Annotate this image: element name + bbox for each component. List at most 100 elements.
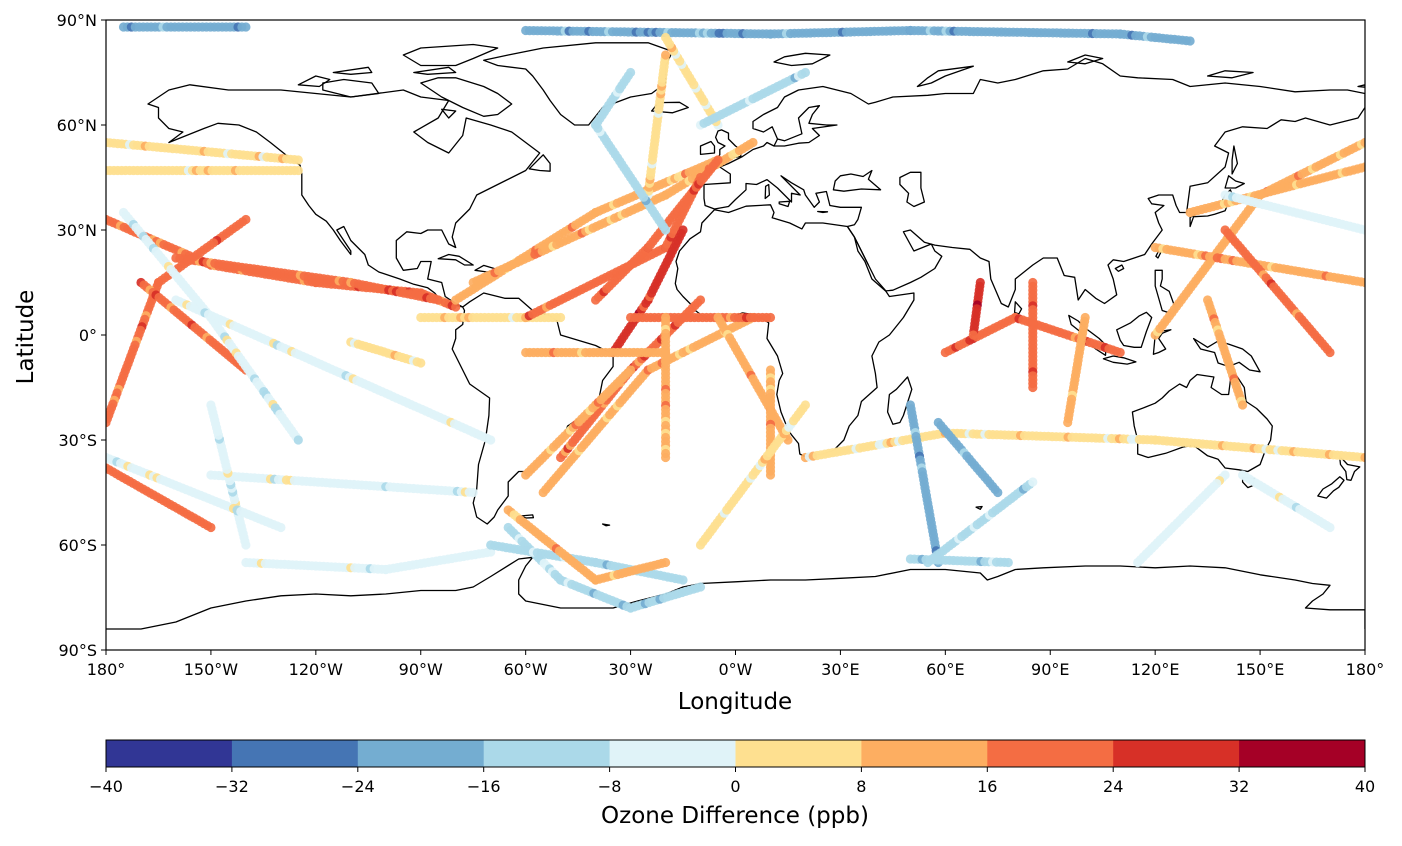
ship-track [1238, 470, 1335, 533]
ship-track [905, 554, 1013, 568]
ship-track [968, 277, 985, 340]
map-background [106, 20, 1365, 650]
coastline-nz-south [1317, 476, 1345, 499]
colorbar-segment [861, 740, 988, 767]
track-point [748, 137, 758, 148]
x-tick-label: 150°E [1236, 660, 1285, 679]
colorbar-segment [106, 740, 233, 767]
ship-track [1203, 295, 1248, 410]
track-point [1238, 400, 1248, 410]
y-tick-label: 30°N [57, 221, 97, 240]
track-point [626, 67, 636, 78]
coastline-kerguelen [975, 505, 983, 510]
y-tick-label: 60°N [57, 116, 97, 135]
coastline-banks-island [297, 75, 331, 88]
coastline-hudson-bay-islands [441, 108, 457, 119]
colorbar-tick-label: −24 [341, 777, 375, 796]
track-point [713, 155, 723, 165]
ship-track [206, 470, 478, 498]
track-point [661, 557, 671, 568]
coastline-south-georgia [601, 523, 611, 527]
coastline-nz-north [1338, 455, 1361, 481]
x-tick-label: 120°W [289, 660, 344, 679]
coastline-hokkaido [1224, 175, 1245, 189]
track-point [206, 522, 216, 533]
y-tick-label: 30°S [58, 431, 97, 450]
colorbar-ticks: −40 −32 −24 −16 −8 0 8 16 24 32 40 [89, 767, 1375, 796]
ship-track [1220, 225, 1335, 358]
colorbar-segment [1113, 740, 1240, 767]
track-point [695, 295, 706, 305]
coastline-crete [817, 210, 829, 214]
x-tick-label: 120°E [1131, 660, 1180, 679]
track-point [1028, 477, 1038, 487]
coastline-java [1102, 355, 1137, 365]
track-point [1360, 452, 1365, 463]
ship-track [416, 312, 566, 323]
track-point [293, 165, 303, 176]
track-point [800, 400, 811, 410]
ship-track [241, 547, 496, 575]
colorbar-tick-label: 32 [1229, 777, 1249, 796]
coastline-hainan [1114, 264, 1125, 272]
track-point [1133, 557, 1143, 568]
coastline-wrangel [1357, 84, 1365, 88]
track-point [800, 67, 811, 78]
ship-track [468, 137, 758, 288]
coastline-ellesmere [402, 43, 499, 67]
coastline-svalbard [773, 52, 831, 67]
track-point [1360, 225, 1365, 235]
coastline-sicily [778, 200, 791, 208]
x-tick-label: 60°W [504, 660, 548, 679]
ship-track [800, 428, 1365, 463]
ship-track [106, 463, 216, 533]
track-point [661, 50, 671, 60]
ship-track [171, 295, 496, 445]
x-tick-label: 90°W [399, 660, 443, 679]
track-point [661, 32, 671, 43]
coastline-borneo [1116, 311, 1153, 348]
colorbar-tick-label: 16 [977, 777, 997, 796]
x-tick-label: 0°W [719, 660, 753, 679]
colorbar-segment [357, 740, 485, 767]
colorbar-tick-label: −16 [467, 777, 501, 796]
track-point [1325, 347, 1335, 358]
coastline-novaya-zemlya [916, 65, 974, 88]
track-point [416, 358, 426, 368]
coastline-cuba [437, 253, 474, 266]
colorbar-tick-label: −32 [215, 777, 249, 796]
y-tick-label: 60°S [58, 536, 97, 555]
track-point [1003, 557, 1013, 568]
coastline-eurasia [703, 57, 1365, 308]
y-axis-label: Latitude [13, 290, 39, 385]
ship-track [106, 452, 286, 533]
x-tick-label: 180° [87, 660, 126, 679]
x-tick-label: 30°W [608, 660, 652, 679]
ship-track [521, 347, 671, 358]
track-point [1360, 137, 1365, 148]
coastline-ireland [699, 140, 716, 156]
track-point [293, 435, 303, 445]
ship-track [503, 505, 671, 585]
coastline-caspian [899, 171, 926, 208]
y-tick-label: 90°S [58, 641, 97, 660]
coastline-new-siberian [1206, 70, 1254, 79]
ship-track [933, 417, 1003, 498]
track-point [678, 225, 688, 235]
colorbar-tick-label: −8 [598, 777, 622, 796]
track-point [1360, 162, 1365, 172]
coastline-sweden-baltic [774, 105, 838, 147]
coastline-devon-island [413, 66, 457, 75]
colorbar-tick-label: −40 [89, 777, 123, 796]
track-point [661, 452, 671, 463]
coastline-australia [1131, 371, 1273, 473]
ship-track [626, 312, 776, 323]
coastline-antarctica [106, 556, 1365, 630]
ship-track [521, 365, 636, 480]
track-point [556, 312, 566, 323]
x-axis: 180° 150°W 120°W 90°W 60°W 30°W 0°W 30°E 60°E 90°… [87, 650, 1384, 679]
colorbar-tick-label: 40 [1355, 777, 1375, 796]
coastline-sakhalin [1231, 145, 1239, 175]
colorbar-segment [735, 740, 862, 767]
ship-track [1220, 190, 1365, 235]
